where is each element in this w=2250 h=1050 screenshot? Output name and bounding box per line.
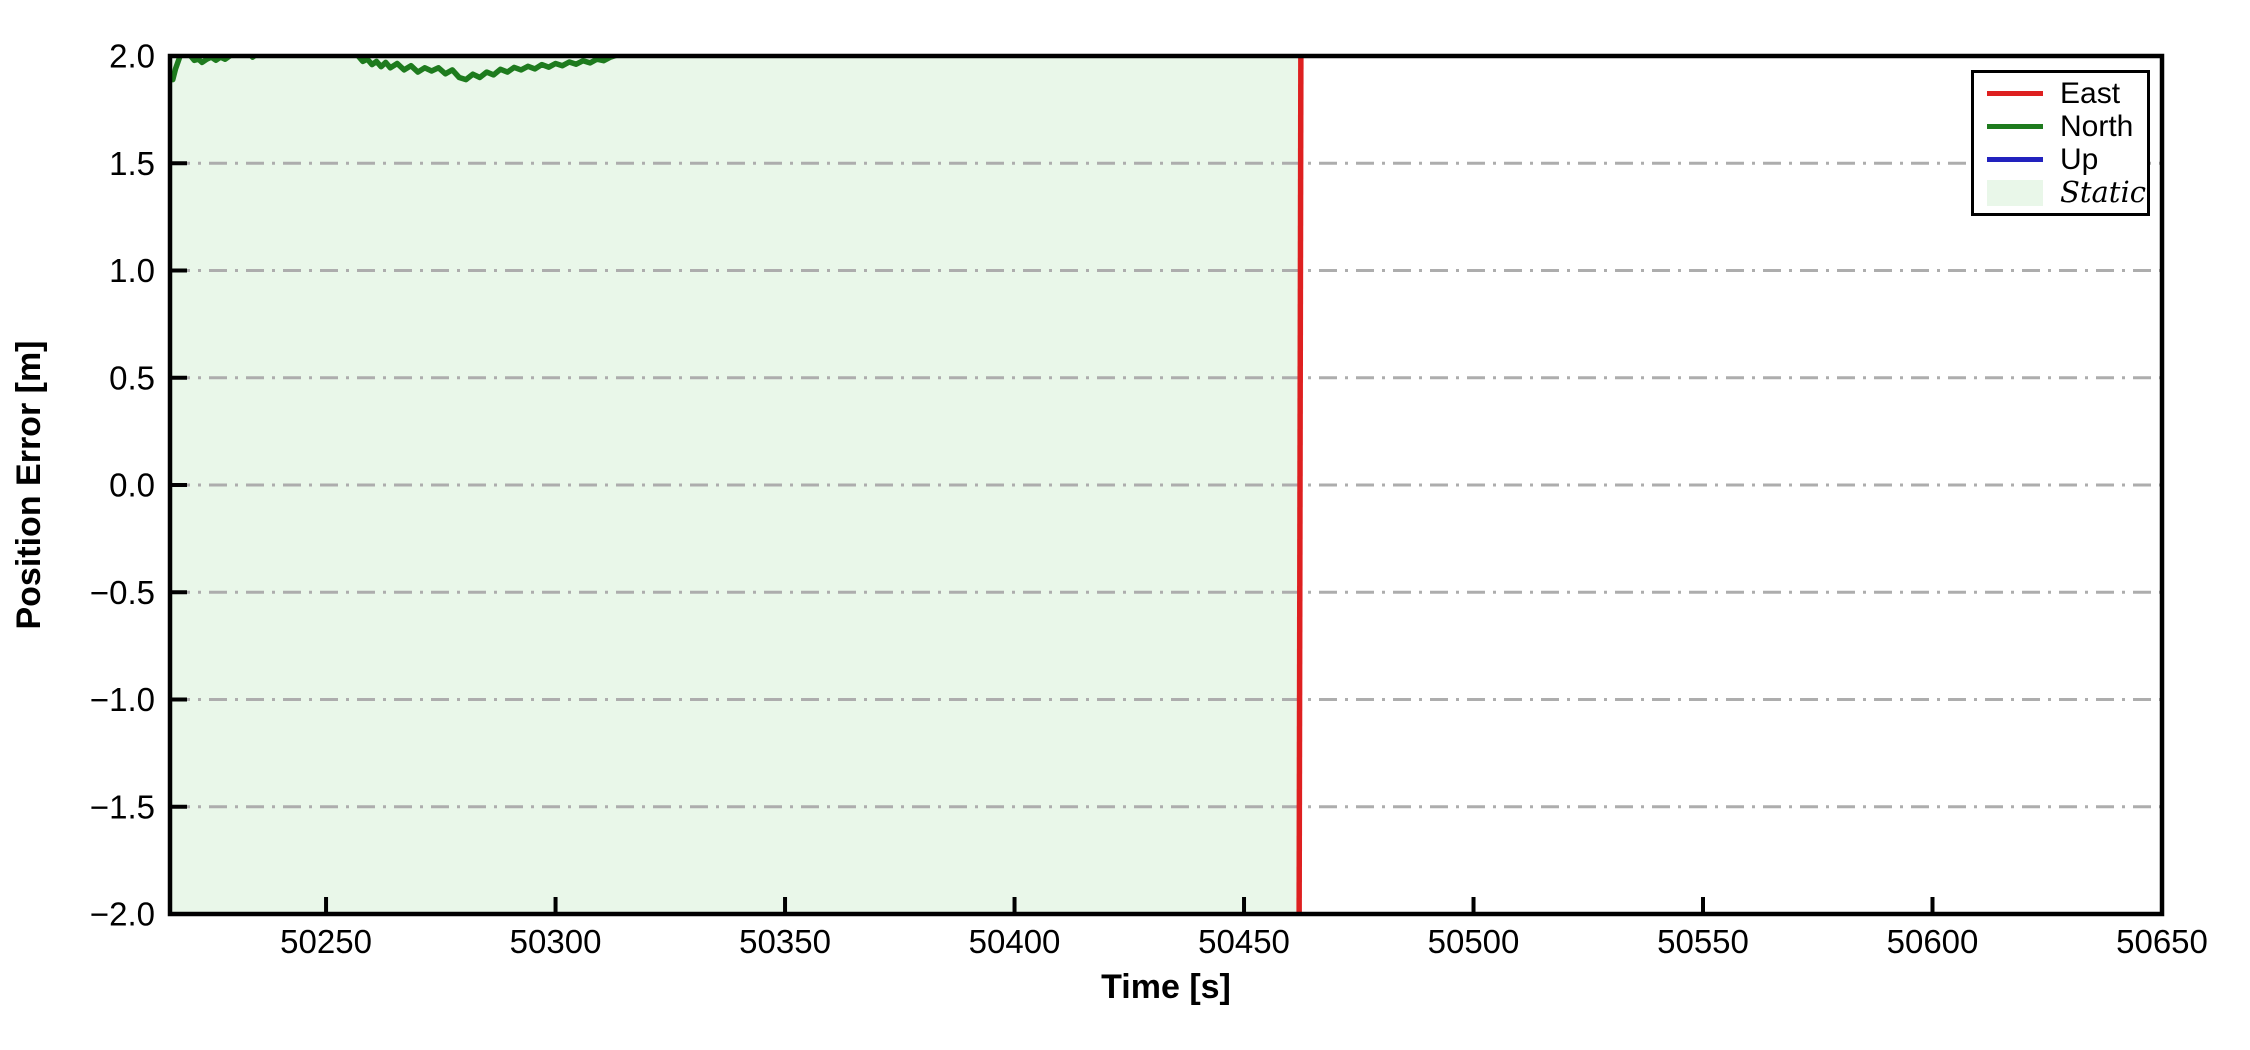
legend-item-north: North [1974,110,2147,143]
svg-text:−1.5: −1.5 [90,788,155,825]
east-line-swatch [1987,91,2043,96]
y-axis-label: Position Error [m] [10,340,48,629]
static-patch-swatch [1987,179,2043,206]
legend-label-east: East [2060,76,2121,110]
svg-text:0.5: 0.5 [109,359,155,396]
legend-item-static: Static [1974,176,2147,209]
svg-text:50450: 50450 [1198,923,1290,960]
svg-text:50400: 50400 [969,923,1061,960]
north-line-swatch [1987,124,2043,129]
y-tick-labels: 2.0 1.5 1.0 0.5 0.0 −0.5 −1.0 −1.5 −2.0 [90,38,155,933]
svg-text:50650: 50650 [2116,923,2208,960]
legend: East North Up Static [1971,70,2150,216]
x-axis-label: Time [s] [1101,968,1231,1006]
legend-item-up: Up [1974,143,2147,176]
svg-text:−1.0: −1.0 [90,681,155,718]
svg-text:−0.5: −0.5 [90,574,155,611]
svg-text:50300: 50300 [510,923,602,960]
svg-text:−2.0: −2.0 [90,896,155,933]
up-line-swatch [1987,157,2043,162]
svg-text:50600: 50600 [1887,923,1979,960]
svg-text:50550: 50550 [1657,923,1749,960]
series-lines [170,56,1304,914]
legend-label-north: North [2060,109,2134,143]
svg-text:50250: 50250 [280,923,372,960]
legend-item-east: East [1974,77,2147,110]
axis-ticks [170,54,2164,916]
svg-text:2.0: 2.0 [109,38,155,75]
legend-label-static: Static [2060,175,2146,209]
svg-text:1.5: 1.5 [109,145,155,182]
svg-text:50500: 50500 [1428,923,1520,960]
svg-text:50350: 50350 [739,923,831,960]
gridlines [172,161,2160,809]
svg-text:0.0: 0.0 [109,467,155,504]
legend-label-up: Up [2060,142,2099,176]
x-tick-labels: 50250 50300 50350 50400 50450 50500 50550 50600… [280,923,2208,960]
svg-text:1.0: 1.0 [109,252,155,289]
